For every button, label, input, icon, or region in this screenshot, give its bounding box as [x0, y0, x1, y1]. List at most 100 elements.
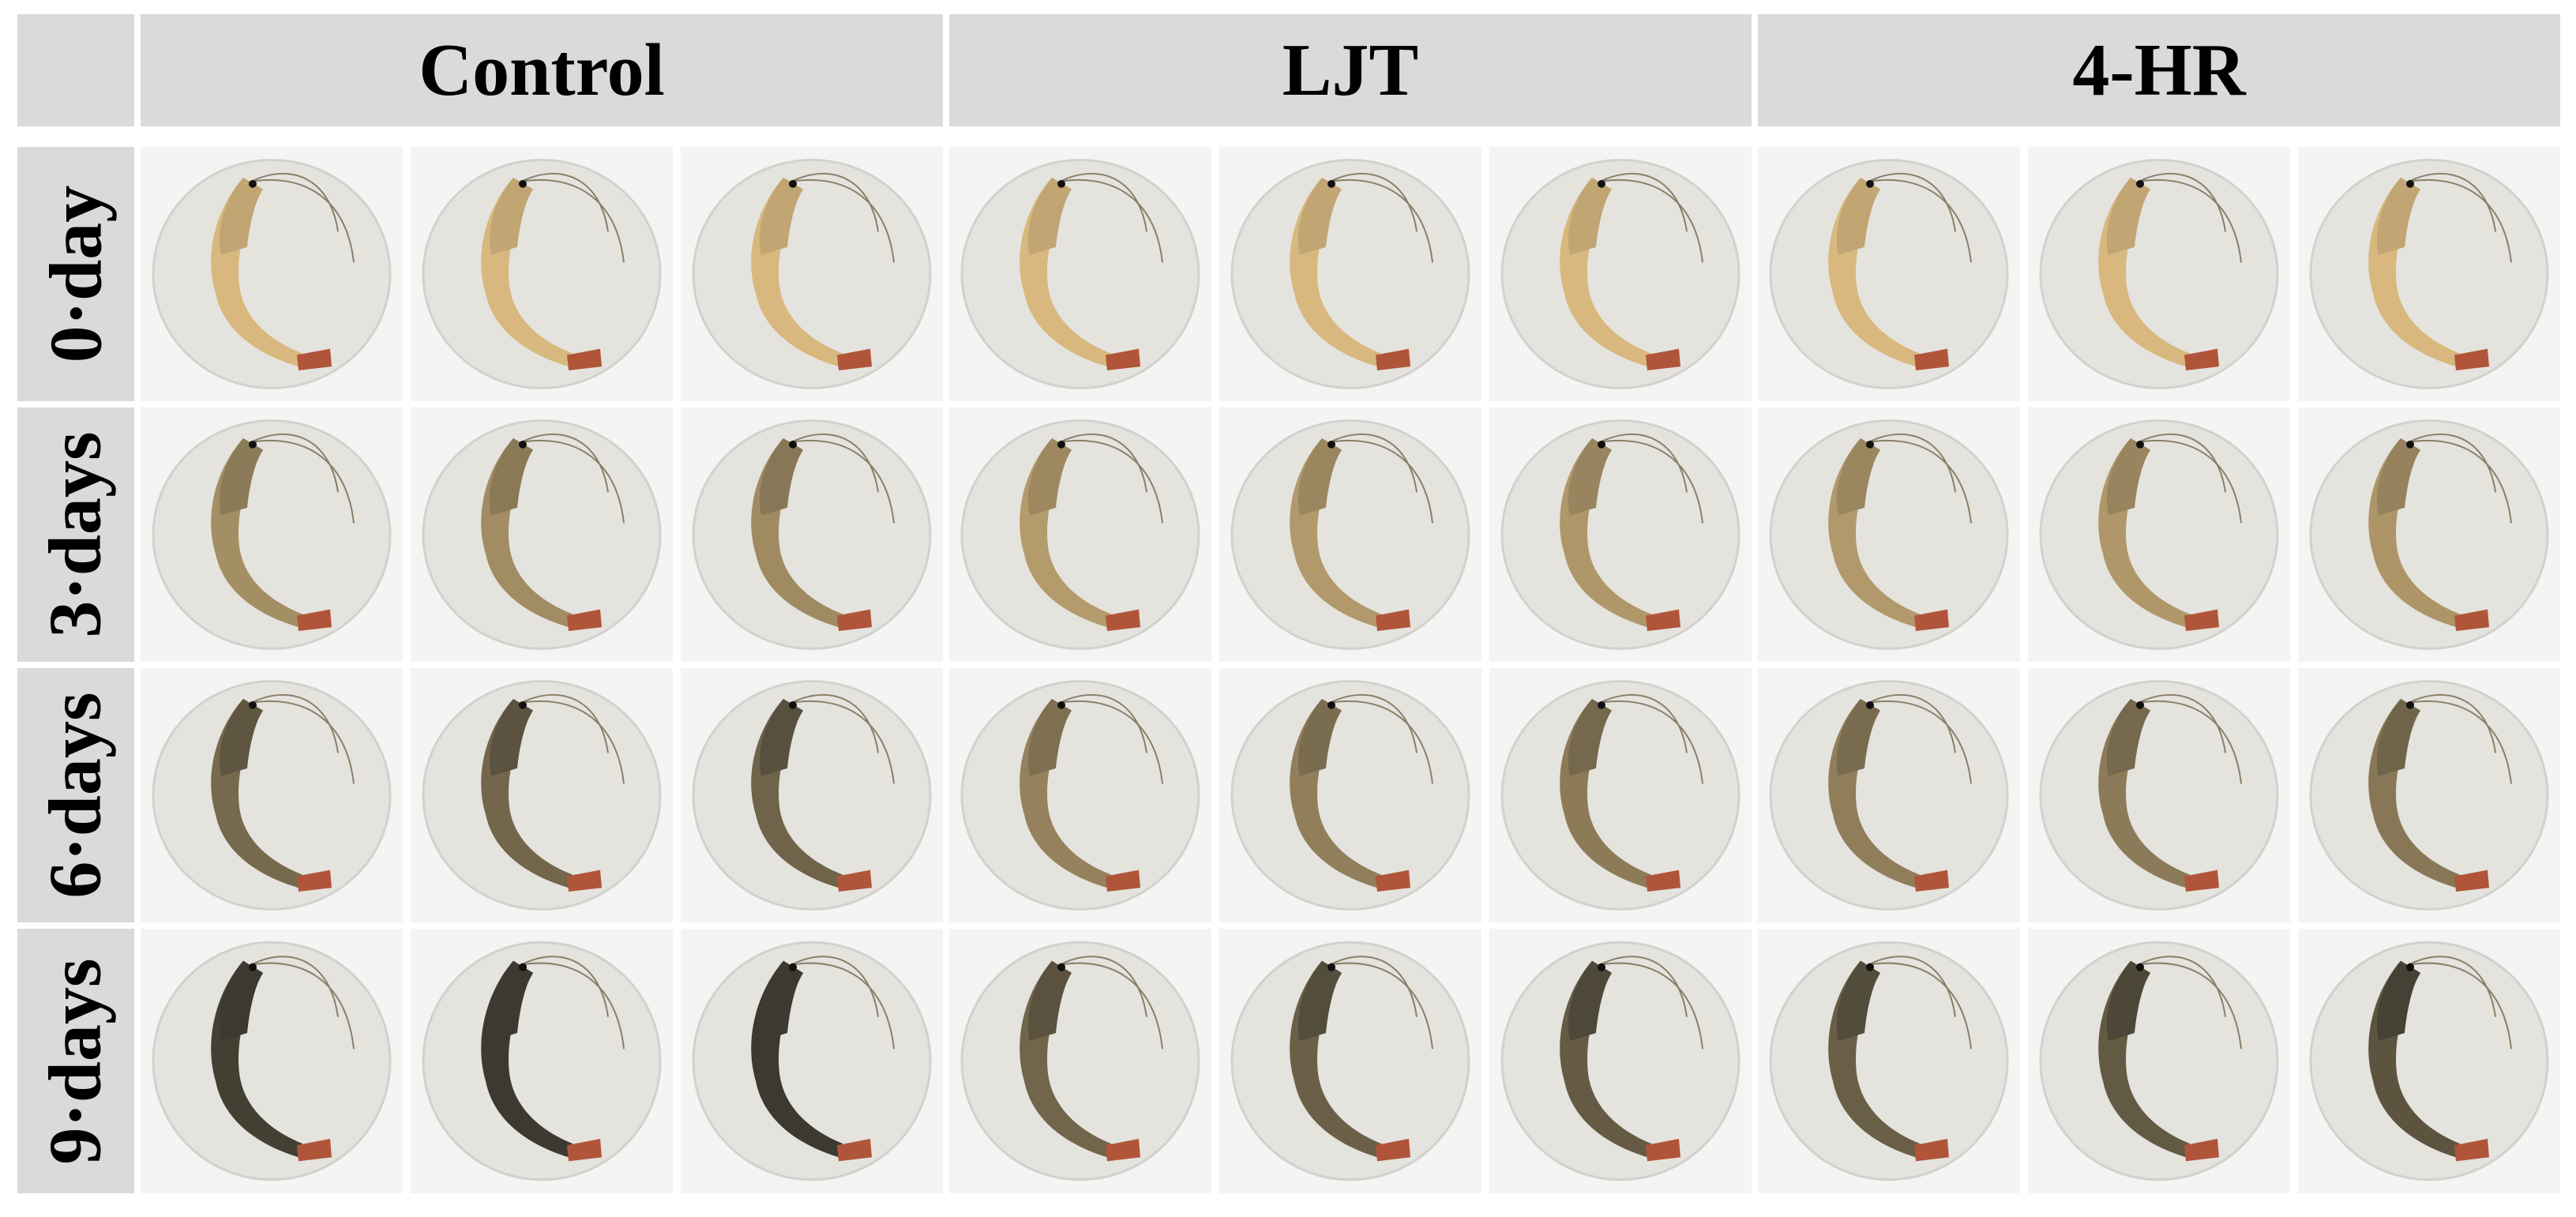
shrimp-eye [2136, 179, 2144, 188]
shrimp-image [1769, 680, 2009, 911]
shrimp-antennae [1599, 433, 1703, 524]
shrimp-head [219, 960, 263, 1042]
shrimp-antennae [2408, 956, 2512, 1050]
petri-dish [1230, 159, 1470, 389]
column-header-label: 4-HR [2072, 29, 2246, 111]
shrimp-eye [1057, 701, 1065, 709]
shrimp-image [2309, 419, 2549, 650]
shrimp-photo [1758, 929, 2020, 1193]
shrimp-antennae [1329, 433, 1433, 524]
shrimp-eye [789, 701, 797, 709]
shrimp-antennae [2138, 172, 2242, 263]
shrimp-eye [1598, 440, 1605, 449]
shrimp-photo [411, 668, 673, 922]
shrimp-image [152, 159, 392, 389]
shrimp-tail [2184, 1138, 2219, 1162]
shrimp-antennae [250, 172, 355, 263]
shrimp-head [1568, 960, 1612, 1042]
shrimp-eye [1866, 179, 1874, 188]
shrimp-tail [1646, 348, 1680, 370]
row-header-label: 9·days [35, 957, 117, 1165]
shrimp-eye [2136, 701, 2144, 709]
shrimp-antennae [790, 172, 895, 263]
column-header-control: Control [141, 14, 943, 126]
petri-dish [2039, 941, 2279, 1181]
shrimp-eye [519, 701, 527, 709]
shrimp-photo [2298, 668, 2560, 922]
shrimp-head [1297, 699, 1342, 776]
shrimp-image [422, 419, 662, 650]
shrimp-head [489, 960, 533, 1042]
shrimp-head [759, 699, 803, 776]
shrimp-tail [2184, 870, 2219, 892]
shrimp-antennae [2138, 956, 2242, 1050]
shrimp-image [692, 419, 932, 650]
shrimp-photo [1489, 929, 1752, 1193]
shrimp-tail [1914, 609, 1949, 631]
shrimp-photo [2028, 408, 2290, 662]
petri-dish [2309, 680, 2549, 911]
shrimp-tail [1106, 609, 1140, 631]
petri-dish [960, 941, 1200, 1181]
shrimp-antennae [2408, 693, 2512, 784]
shrimp-eye [1327, 179, 1335, 188]
shrimp-photo [2298, 408, 2560, 662]
petri-dish [152, 159, 392, 389]
shrimp-head [2106, 960, 2150, 1042]
petri-dish [692, 941, 932, 1181]
shrimp-head [1027, 178, 1072, 255]
shrimp-photo [949, 668, 1211, 922]
shrimp-photo [141, 668, 403, 922]
shrimp-tail [567, 1138, 602, 1162]
shrimp-eye [1057, 963, 1065, 971]
shrimp-image [960, 941, 1200, 1181]
shrimp-photo [411, 408, 673, 662]
shrimp-tail [1646, 1138, 1680, 1162]
shrimp-image [1500, 941, 1740, 1181]
shrimp-image [692, 680, 932, 911]
shrimp-head [489, 178, 533, 255]
shrimp-tail [2454, 348, 2489, 370]
shrimp-image [1230, 680, 1470, 911]
shrimp-eye [1327, 440, 1335, 449]
shrimp-photo [2028, 929, 2290, 1193]
petri-dish [960, 680, 1200, 911]
shrimp-tail [1914, 1138, 1949, 1162]
shrimp-photo [2028, 668, 2290, 922]
shrimp-antennae [2138, 433, 2242, 524]
shrimp-tail [297, 1138, 332, 1162]
shrimp-photo [681, 408, 943, 662]
shrimp-head [1568, 699, 1612, 776]
shrimp-photo [949, 147, 1211, 401]
shrimp-tail [837, 1138, 872, 1162]
shrimp-antennae [1329, 956, 1433, 1050]
shrimp-photo [1219, 668, 1481, 922]
shrimp-eye [2406, 701, 2414, 709]
petri-dish [1769, 159, 2009, 389]
shrimp-head [1027, 960, 1072, 1042]
shrimp-photo [411, 147, 673, 401]
shrimp-image [960, 159, 1200, 389]
shrimp-head [1027, 438, 1072, 516]
shrimp-tail [1376, 1138, 1410, 1162]
petri-dish [1500, 680, 1740, 911]
shrimp-antennae [1599, 693, 1703, 784]
shrimp-head [1297, 960, 1342, 1042]
corner-cell [17, 14, 134, 126]
shrimp-image [1500, 680, 1740, 911]
shrimp-photo [141, 929, 403, 1193]
petri-dish [2309, 159, 2549, 389]
shrimp-eye [1327, 701, 1335, 709]
shrimp-head [2376, 178, 2420, 255]
shrimp-head [1836, 178, 1880, 255]
petri-dish [422, 419, 662, 650]
shrimp-antennae [250, 956, 355, 1050]
shrimp-photo [2298, 929, 2560, 1193]
row-header-6-days: 6·days [17, 668, 134, 922]
shrimp-image [152, 419, 392, 650]
shrimp-head [2106, 699, 2150, 776]
petri-dish [2309, 941, 2549, 1181]
shrimp-tail [837, 348, 872, 370]
shrimp-head [759, 438, 803, 516]
shrimp-antennae [1868, 172, 1972, 263]
